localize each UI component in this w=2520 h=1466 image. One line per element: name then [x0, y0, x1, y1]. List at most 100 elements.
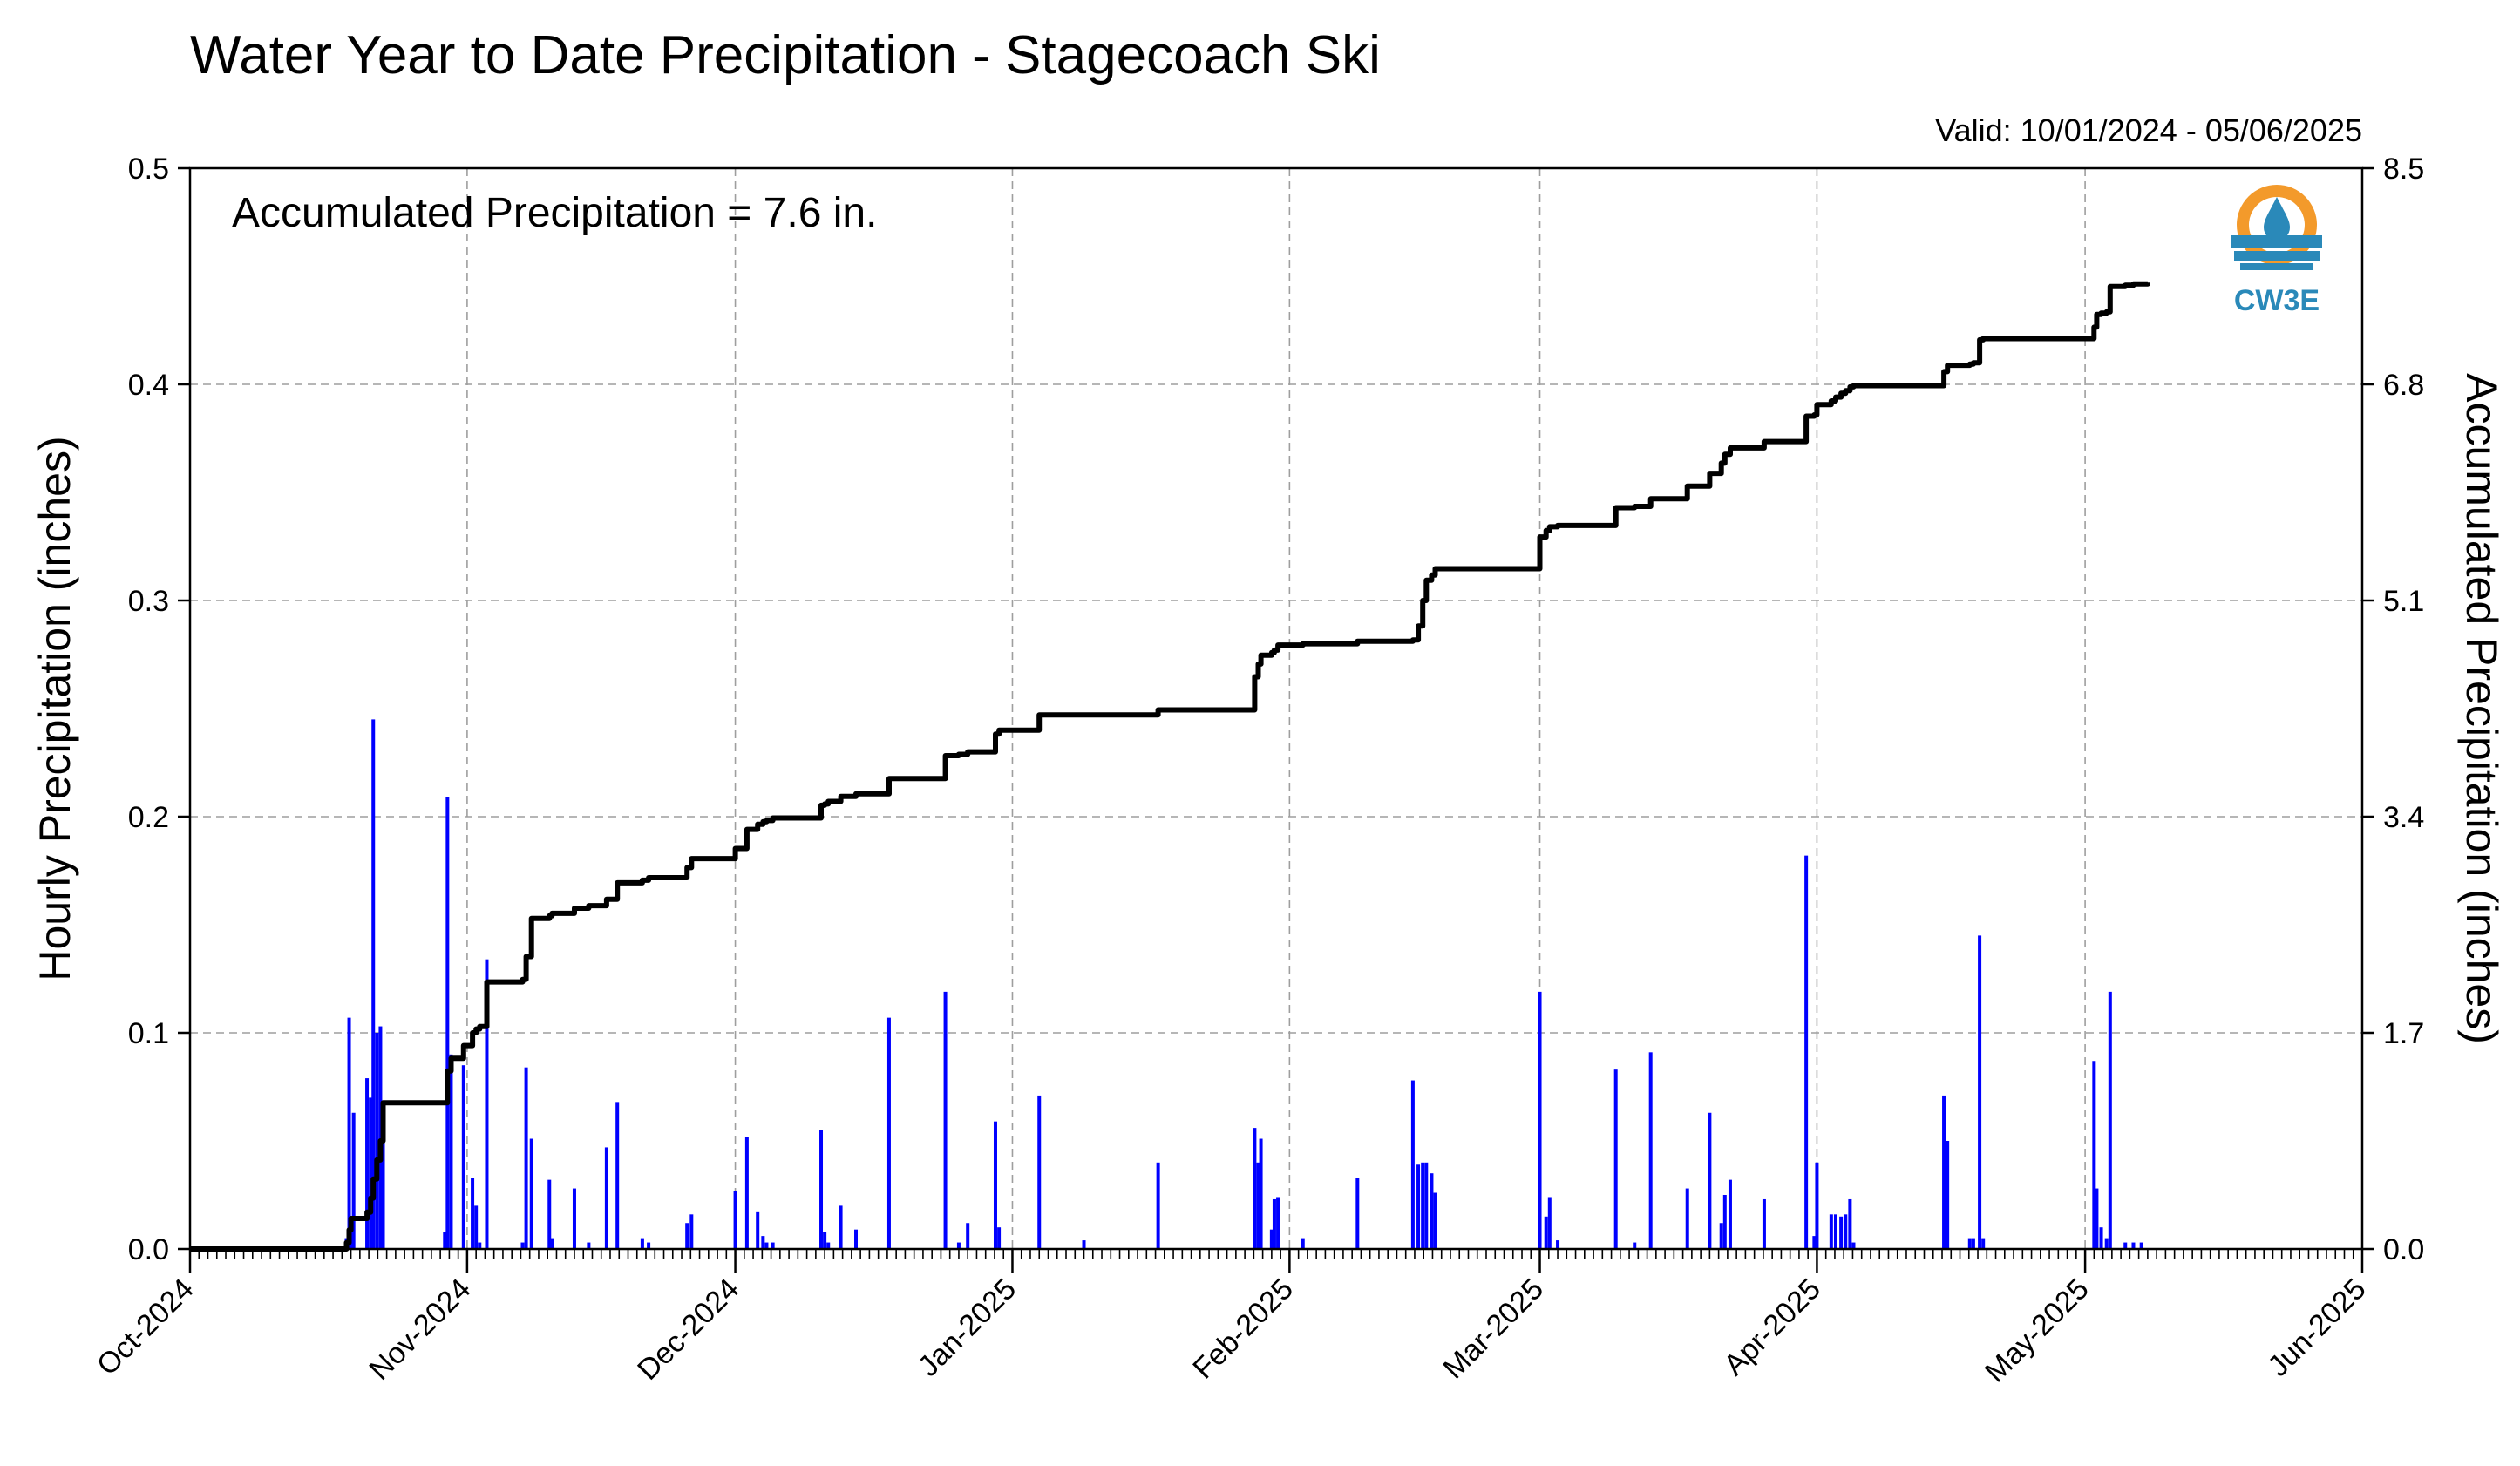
- right-y-tick-label: 8.5: [2383, 153, 2424, 186]
- accumulated-annotation: Accumulated Precipitation = 7.6 in.: [232, 190, 877, 236]
- precip-bar: [1613, 1069, 1618, 1249]
- valid-date-range: Valid: 10/01/2024 - 05/06/2025: [1935, 112, 2362, 148]
- plot-frame: [188, 166, 2364, 1251]
- left-y-tick-labels: 0.0 0.1 0.2 0.3 0.4 0.5: [128, 153, 169, 1266]
- precip-bar: [443, 1232, 447, 1249]
- precip-bar: [1259, 1138, 1263, 1249]
- logo-text: CW3E: [2234, 284, 2320, 317]
- precip-bar: [2095, 1188, 2099, 1249]
- precip-bar: [1430, 1173, 1434, 1249]
- precip-bar: [1685, 1188, 1689, 1249]
- precip-bar: [1946, 1141, 1950, 1249]
- precip-bar: [943, 991, 948, 1249]
- droplet-icon: [2264, 197, 2290, 241]
- axis-ticks: [178, 166, 2374, 1273]
- precip-bar: [1276, 1197, 1280, 1249]
- right-y-tick-label: 1.7: [2383, 1017, 2424, 1050]
- right-y-tick-label: 0.0: [2383, 1233, 2424, 1266]
- precip-bar: [1272, 1198, 1276, 1249]
- precip-bar: [461, 1065, 465, 1249]
- precip-bar: [529, 1138, 533, 1249]
- precip-bar: [1844, 1214, 1848, 1249]
- left-y-tick-label: 0.3: [128, 585, 169, 618]
- precip-bar: [1722, 1195, 1727, 1249]
- precip-bar: [733, 1191, 737, 1249]
- precip-bar: [351, 1112, 356, 1249]
- x-tick-label: Oct-2024: [91, 1273, 200, 1382]
- precip-bar: [839, 1205, 843, 1249]
- precip-bar: [685, 1223, 689, 1249]
- precip-bar: [520, 1242, 525, 1249]
- x-tick-label: May-2025: [1979, 1273, 2095, 1389]
- precip-bar: [1421, 1162, 1425, 1249]
- precip-bar: [823, 1232, 827, 1249]
- precip-bar: [1156, 1162, 1160, 1249]
- x-tick-label: Jun-2025: [2262, 1273, 2373, 1383]
- left-y-tick-label: 0.4: [128, 369, 169, 402]
- precip-bar: [1804, 855, 1809, 1249]
- x-tick-labels: Oct-2024 Nov-2024 Dec-2024 Jan-2025 Feb-2025…: [91, 1273, 2373, 1389]
- precip-bar: [1719, 1223, 1723, 1249]
- precip-bar: [1833, 1214, 1837, 1249]
- left-y-tick-label: 0.5: [128, 153, 169, 186]
- hourly-precip-bars: [344, 719, 2143, 1249]
- precip-bar: [1544, 1216, 1548, 1249]
- precip-bar: [1971, 1238, 1975, 1249]
- precip-bar: [547, 1179, 552, 1249]
- precip-bar: [1812, 1236, 1817, 1249]
- precip-bar: [1410, 1080, 1415, 1249]
- left-y-tick-label: 0.1: [128, 1017, 169, 1050]
- precip-bar: [445, 797, 450, 1249]
- precip-bar: [2104, 1238, 2109, 1249]
- precip-bar: [1762, 1198, 1766, 1249]
- precip-bar: [471, 1178, 475, 1249]
- precip-bar: [647, 1242, 651, 1249]
- precip-bar: [1256, 1162, 1260, 1249]
- right-y-tick-label: 5.1: [2383, 585, 2424, 618]
- precip-bar: [604, 1147, 608, 1249]
- precip-bar: [1942, 1095, 1946, 1249]
- logo-water-band-3: [2240, 263, 2313, 270]
- precip-bar: [378, 1026, 383, 1249]
- precip-bar: [993, 1121, 997, 1249]
- precip-bar: [1981, 1238, 1986, 1249]
- precip-bar: [1728, 1179, 1732, 1249]
- precip-bar: [1253, 1128, 1257, 1249]
- x-tick-label: Feb-2025: [1186, 1273, 1300, 1386]
- precip-bar: [347, 1017, 351, 1249]
- grid: [190, 168, 2362, 1249]
- chart-title: Water Year to Date Precipitation - Stage…: [190, 25, 1381, 85]
- precip-bar: [1848, 1198, 1852, 1249]
- right-y-tick-labels: 0.0 1.7 3.4 5.1 6.8 8.5: [2383, 153, 2424, 1266]
- precip-bar: [1269, 1229, 1274, 1249]
- precip-bar: [1355, 1178, 1360, 1249]
- precip-bar: [2131, 1242, 2136, 1249]
- left-y-tick-label: 0.0: [128, 1233, 169, 1266]
- x-tick-label: Jan-2025: [912, 1273, 1022, 1383]
- precip-bar: [1815, 1162, 1819, 1249]
- precip-bar: [524, 1067, 528, 1249]
- left-y-axis-label: Hourly Precipitation (inches): [31, 436, 79, 981]
- precip-bar: [1416, 1164, 1421, 1249]
- precip-bar: [1424, 1162, 1429, 1249]
- precip-bar: [1538, 991, 1542, 1249]
- precip-bar: [744, 1137, 749, 1249]
- precip-bar: [369, 1097, 373, 1249]
- right-y-tick-label: 3.4: [2383, 801, 2424, 834]
- precip-bar: [1708, 1112, 1712, 1249]
- precip-bar: [756, 1211, 760, 1249]
- precip-bar: [2092, 1061, 2096, 1249]
- precip-bar: [371, 719, 376, 1249]
- precip-bar: [1301, 1238, 1305, 1249]
- precip-bar: [2123, 1242, 2128, 1249]
- precip-bar: [1648, 1052, 1653, 1249]
- precip-bar: [2099, 1227, 2103, 1249]
- precip-bar: [966, 1223, 970, 1249]
- precip-bar: [474, 1205, 479, 1249]
- precip-bar: [640, 1238, 644, 1249]
- cw3e-logo: CW3E: [2231, 185, 2322, 317]
- logo-water-band-1: [2231, 235, 2322, 248]
- precip-bar: [1082, 1240, 1086, 1249]
- precip-bar: [1633, 1242, 1637, 1249]
